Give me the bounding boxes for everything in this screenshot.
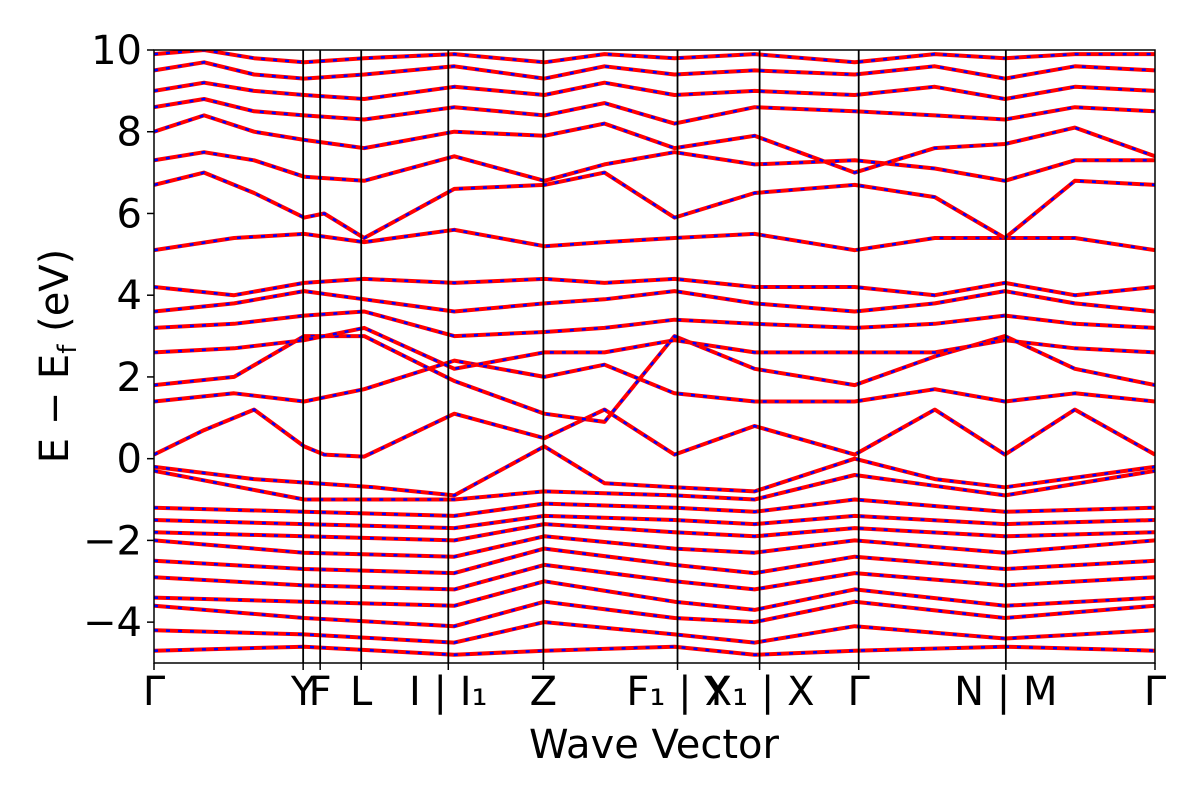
x-axis-label: Wave Vector <box>529 722 780 768</box>
band-line-9 <box>154 497 1155 518</box>
band-overlay-22 <box>154 114 1155 174</box>
y-tick-label-1: −2 <box>83 518 142 564</box>
y-axis-label: E − Ef (eV) <box>32 249 83 464</box>
band-overlay-26 <box>154 50 1155 64</box>
band-overlay-4 <box>154 563 1155 591</box>
band-line-12 <box>154 407 1155 459</box>
band-line-14 <box>154 334 1155 424</box>
band-line-26 <box>154 50 1155 65</box>
band-overlay-1 <box>154 620 1155 644</box>
band-line-16 <box>154 309 1155 339</box>
y-axis-label-sub: f <box>53 344 83 354</box>
y-axis-label-main: E − E <box>32 354 78 464</box>
band-line-11 <box>154 444 1155 498</box>
band-line-8 <box>154 513 1155 531</box>
band-overlay-20 <box>154 171 1155 240</box>
band-line-25 <box>154 60 1155 81</box>
y-tick-label-2: 0 <box>117 437 142 483</box>
x-tick-label-0: Γ <box>143 669 166 715</box>
y-tick-label-0: −4 <box>83 600 142 646</box>
band-overlay-12 <box>154 408 1155 458</box>
x-tick-label-8: Γ <box>848 669 871 715</box>
y-tick-label-5: 6 <box>117 191 142 237</box>
band-line-1 <box>154 620 1155 645</box>
y-tick-label-4: 4 <box>117 273 142 319</box>
x-tick-label-7: X₁ | X <box>705 669 815 715</box>
band-line-24 <box>154 80 1155 101</box>
bands-layer <box>154 50 1155 657</box>
y-tick-label-3: 2 <box>117 355 142 401</box>
x-ticks: Γ YF L I | I₁ Z F₁ | YX₁ | X Γ N | M Γ <box>143 663 1167 715</box>
y-ticks: −4 −2 0 2 4 6 8 10 <box>83 28 154 646</box>
x-tick-label-10: Γ <box>1144 669 1167 715</box>
kpoint-lines <box>302 50 1007 663</box>
x-tick-label-1: Y <box>290 669 316 715</box>
band-line-3 <box>154 579 1155 612</box>
band-overlay-15 <box>154 326 1155 371</box>
x-tick-label-5: Z <box>530 669 557 715</box>
band-line-23 <box>154 97 1155 126</box>
y-tick-label-6: 8 <box>117 110 142 156</box>
band-overlay-10 <box>154 469 1155 501</box>
band-overlay-17 <box>154 289 1155 313</box>
band-line-19 <box>154 227 1155 253</box>
band-overlay-6 <box>154 535 1155 558</box>
x-tick-label-9: N | M <box>954 669 1057 715</box>
y-tick-label-7: 10 <box>91 28 142 74</box>
band-line-17 <box>154 289 1155 314</box>
band-overlay-18 <box>154 277 1155 297</box>
band-line-22 <box>154 113 1155 175</box>
band-overlay-21 <box>154 150 1155 183</box>
x-tick-label-2: F <box>309 669 332 715</box>
plot-frame <box>153 49 1156 664</box>
x-tick-label-3: L <box>350 669 373 715</box>
band-overlay-14 <box>154 334 1155 424</box>
band-line-0 <box>154 644 1155 657</box>
band-overlay-5 <box>154 547 1155 575</box>
band-line-2 <box>154 599 1155 629</box>
band-overlay-13 <box>154 359 1155 403</box>
band-line-7 <box>154 522 1155 543</box>
band-line-13 <box>154 358 1155 404</box>
band-line-21 <box>154 150 1155 183</box>
x-tick-label-4: I | I₁ <box>409 669 488 715</box>
y-axis-label-unit: (eV) <box>32 249 78 345</box>
x-tick-label-6: F₁ | Y <box>626 669 729 715</box>
